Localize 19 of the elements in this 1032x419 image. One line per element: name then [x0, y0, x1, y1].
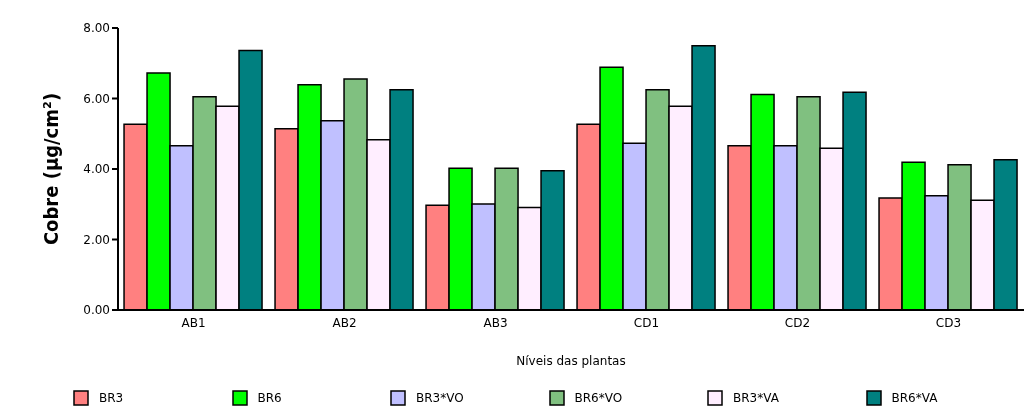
y-tick-label: 6.00	[83, 91, 110, 106]
legend-label: BR3	[99, 391, 124, 405]
x-tick-label: AB2	[332, 315, 357, 330]
x-tick-label: CD1	[633, 315, 660, 330]
x-tick-label: CD2	[784, 315, 811, 330]
x-tick-label: AB3	[483, 315, 508, 330]
legend-label: BR6*VA	[891, 391, 938, 405]
legend-label: BR6*VO	[574, 391, 623, 405]
y-tick-label: 4.00	[83, 162, 110, 177]
x-tick-label: AB1	[181, 315, 206, 330]
x-axis-title: Níveis das plantas	[516, 354, 626, 368]
y-axis-title: Cobre (µg/cm²)	[39, 92, 63, 246]
y-tick-label: 2.00	[83, 232, 110, 247]
y-tick-label: 8.00	[83, 21, 110, 36]
legend-label: BR3*VA	[733, 391, 779, 405]
y-tick-label: 0.00	[83, 303, 110, 318]
legend-label: BR6	[257, 391, 282, 405]
legend-label: BR3*VO	[416, 391, 464, 405]
x-tick-label: CD3	[935, 315, 962, 330]
